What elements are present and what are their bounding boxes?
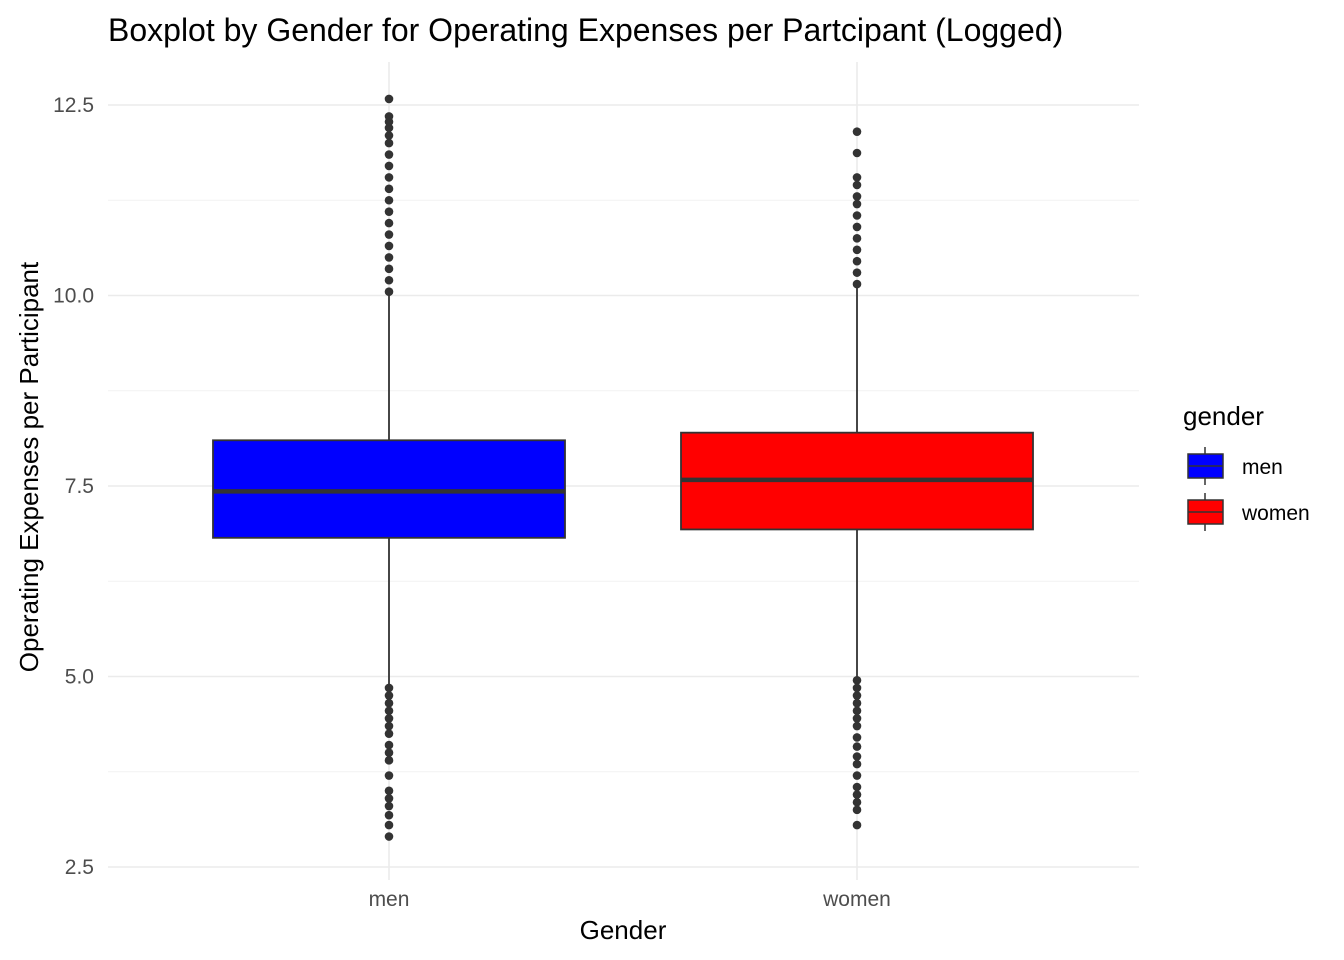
- box-men: [212, 94, 566, 841]
- outlier-point: [852, 771, 862, 780]
- legend-title: gender: [1183, 401, 1264, 431]
- outlier-point: [384, 810, 394, 820]
- outlier-point: [852, 127, 862, 136]
- y-tick-label: 10.0: [53, 285, 94, 308]
- outlier-point: [852, 148, 862, 158]
- outlier-point: [384, 253, 394, 262]
- outlier-point: [384, 241, 394, 251]
- outlier-point: [852, 683, 862, 693]
- outlier-point: [852, 211, 862, 220]
- outlier-point: [852, 245, 862, 255]
- outlier-point: [384, 150, 394, 159]
- outlier-point: [852, 279, 862, 289]
- outlier-point: [384, 275, 394, 285]
- outlier-point: [852, 256, 862, 266]
- outlier-point: [384, 706, 394, 716]
- outlier-point: [384, 801, 394, 811]
- outlier-point: [852, 820, 862, 830]
- y-axis-title: Operating Expenses per Participant: [14, 261, 44, 672]
- outlier-point: [384, 123, 394, 133]
- outlier-point: [852, 782, 862, 792]
- outlier-point: [384, 195, 394, 205]
- outlier-point: [384, 218, 394, 228]
- outlier-point: [384, 138, 394, 148]
- outlier-point: [852, 706, 862, 716]
- outlier-point: [852, 173, 862, 182]
- x-tick-label: men: [369, 888, 410, 911]
- legend-label: men: [1242, 456, 1283, 479]
- outlier-point: [852, 234, 862, 243]
- outlier-point: [384, 740, 394, 750]
- outlier-point: [852, 268, 862, 277]
- outlier-point: [852, 180, 862, 190]
- outlier-point: [852, 797, 862, 807]
- box-iqr: [212, 439, 566, 539]
- outlier-point: [852, 676, 862, 685]
- y-tick-label: 7.5: [65, 475, 94, 498]
- outlier-point: [852, 805, 862, 815]
- outlier-point: [384, 794, 394, 803]
- legend-label: women: [1241, 502, 1310, 525]
- outlier-point: [384, 714, 394, 723]
- outlier-point: [852, 698, 862, 708]
- outlier-point: [384, 820, 394, 830]
- outlier-point: [384, 184, 394, 194]
- y-tick-label: 12.5: [53, 94, 94, 117]
- plot-area: [212, 94, 1034, 841]
- outlier-point: [384, 786, 394, 796]
- outlier-point: [384, 748, 394, 757]
- outlier-point: [384, 112, 394, 121]
- chart-title: Boxplot by Gender for Operating Expenses…: [108, 12, 1063, 48]
- y-tick-label: 5.0: [65, 666, 94, 689]
- legend-item-women: women: [1187, 493, 1310, 531]
- outlier-point: [852, 752, 862, 761]
- outlier-point: [384, 230, 394, 239]
- outlier-point: [384, 756, 394, 765]
- outlier-point: [384, 131, 394, 140]
- outlier-point: [384, 771, 394, 780]
- outlier-point: [384, 691, 394, 700]
- outlier-point: [384, 832, 394, 841]
- outlier-point: [852, 222, 862, 232]
- outlier-point: [384, 683, 394, 693]
- outlier-point: [384, 207, 394, 216]
- outlier-point: [852, 733, 862, 742]
- outlier-point: [852, 199, 862, 209]
- y-axis-ticks: 2.5 5.0 7.5 10.0 12.5: [53, 94, 94, 879]
- outlier-point: [384, 94, 394, 104]
- outlier-point: [384, 698, 394, 708]
- x-tick-label: women: [822, 888, 891, 911]
- outlier-point: [384, 729, 394, 738]
- legend: gender men women: [1183, 401, 1310, 531]
- x-axis-ticks: men women: [369, 888, 891, 911]
- outlier-point: [852, 790, 862, 799]
- box-women: [680, 127, 1034, 830]
- outlier-point: [852, 721, 862, 731]
- outlier-point: [852, 192, 862, 201]
- x-axis-title: Gender: [580, 915, 667, 945]
- outlier-point: [384, 287, 394, 296]
- outlier-point: [384, 173, 394, 182]
- outlier-point: [852, 759, 862, 769]
- outlier-point: [384, 721, 394, 731]
- outlier-point: [384, 264, 394, 274]
- legend-item-men: men: [1187, 447, 1283, 485]
- outlier-point: [384, 161, 394, 171]
- y-tick-label: 2.5: [65, 856, 94, 879]
- outlier-point: [852, 714, 862, 723]
- outlier-point: [852, 742, 862, 751]
- outlier-point: [852, 691, 862, 700]
